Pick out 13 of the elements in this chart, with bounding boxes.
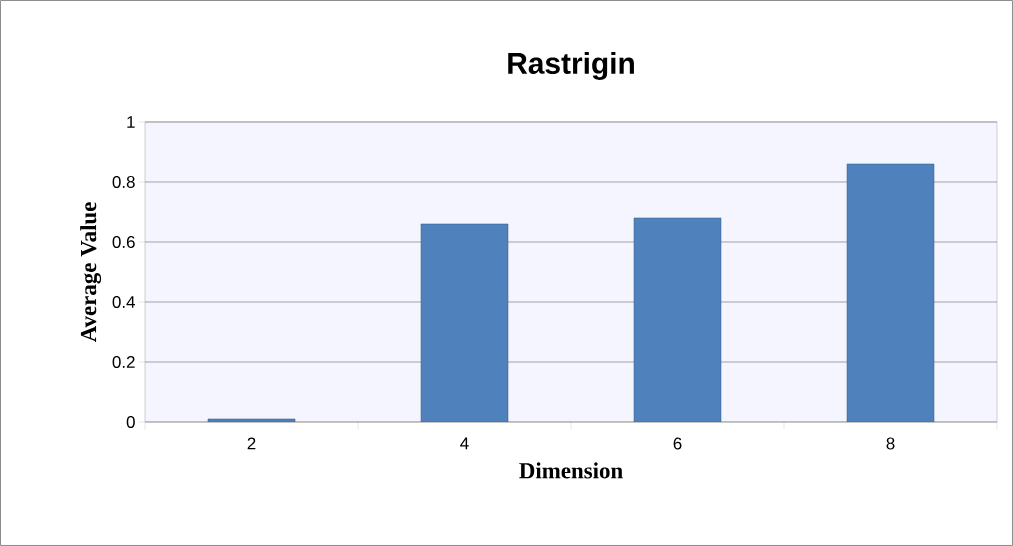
y-tick-label: 0.8	[112, 175, 135, 188]
y-tick-label: 0.2	[112, 355, 135, 368]
y-tick-label: 0.6	[112, 235, 135, 248]
x-tick-label: 8	[886, 437, 895, 450]
y-tick-label: 0	[126, 415, 135, 428]
y-axis-title: Average Value	[80, 202, 102, 343]
y-tick-label: 0.4	[112, 295, 135, 308]
x-tick-label: 6	[673, 437, 682, 450]
x-axis-title: Dimension	[519, 462, 623, 479]
x-tick-label: 2	[247, 437, 256, 450]
chart-title: Rastrigin	[508, 51, 634, 80]
y-tick-label: 1	[127, 116, 135, 128]
x-tick-label: 4	[460, 437, 469, 450]
